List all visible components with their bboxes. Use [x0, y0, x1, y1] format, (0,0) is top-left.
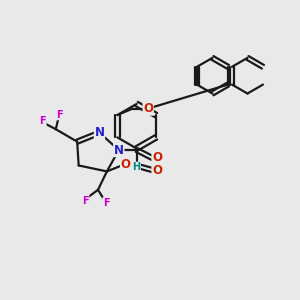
Text: O: O — [152, 164, 162, 177]
Text: F: F — [103, 198, 110, 208]
Text: F: F — [82, 196, 89, 206]
Text: N: N — [114, 143, 124, 157]
Text: O: O — [121, 158, 130, 171]
Text: O: O — [152, 151, 162, 164]
Text: N: N — [94, 126, 104, 139]
Text: F: F — [56, 110, 63, 120]
Text: F: F — [39, 116, 46, 126]
Text: O: O — [143, 102, 153, 115]
Text: H: H — [132, 162, 140, 172]
